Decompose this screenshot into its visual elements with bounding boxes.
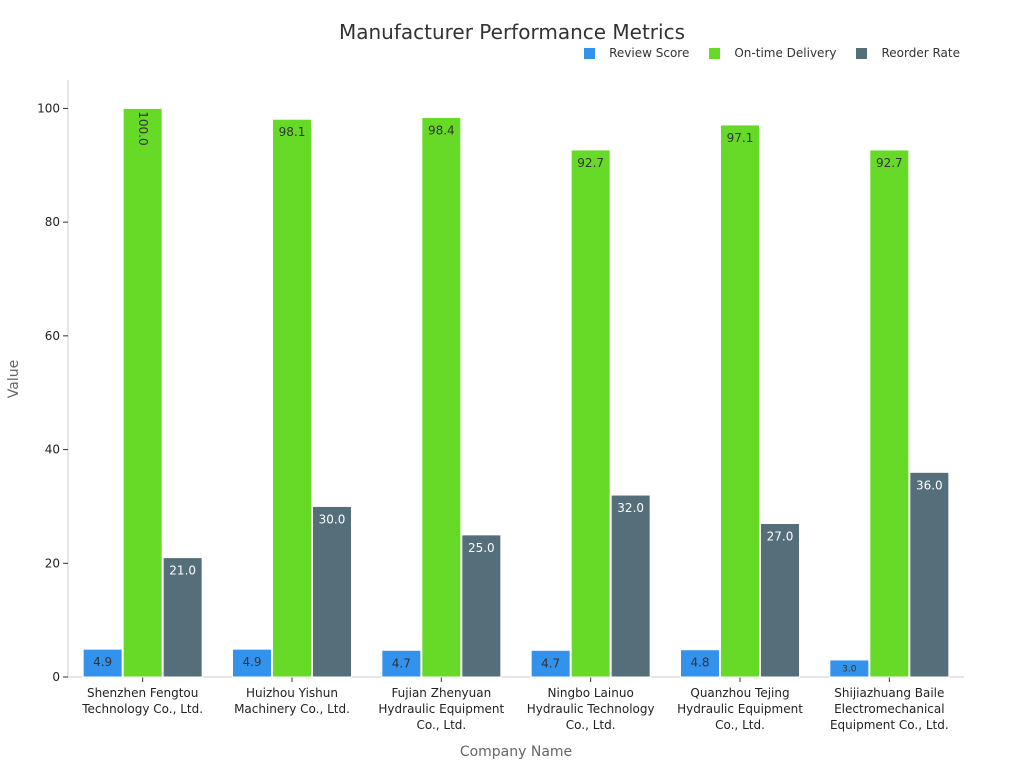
bar-value-label: 3.0 [842, 664, 857, 674]
bar-value-label: 98.4 [428, 124, 455, 138]
bar-on-time-delivery[interactable] [869, 149, 910, 678]
bar-review-score[interactable] [232, 648, 272, 678]
y-tick-label: 40 [45, 443, 60, 457]
bar-value-label: 4.9 [93, 655, 112, 669]
bar-value-label: 4.9 [242, 655, 261, 669]
bar-value-label: 100.0 [136, 111, 150, 145]
y-tick-label: 0 [52, 670, 60, 684]
x-tick-label-line: Hydraulic Equipment [378, 702, 504, 716]
bar-value-label: 27.0 [767, 529, 794, 543]
bar-value-label: 32.0 [617, 501, 644, 515]
x-axis-title: Company Name [460, 744, 572, 760]
legend-item-on-time-delivery[interactable]: On-time Delivery [709, 46, 836, 60]
legend-item-reorder-rate[interactable]: Reorder Rate [856, 46, 960, 60]
x-tick-label-line: Huizhou Yishun [246, 686, 338, 700]
bar-value-label: 25.0 [468, 541, 495, 555]
x-tick-label-line: Hydraulic Equipment [677, 702, 803, 716]
legend-swatch-reorder-rate [856, 47, 868, 59]
legend-label-review-score: Review Score [609, 46, 690, 60]
legend-label-on-time-delivery: On-time Delivery [734, 46, 837, 60]
bar-value-label: 4.8 [690, 656, 709, 670]
bar-value-label: 21.0 [169, 564, 196, 578]
x-tick-label-line: Electromechanical [834, 702, 944, 716]
legend-item-review-score[interactable]: Review Score [584, 46, 689, 60]
x-tick-label: Huizhou Yishun Machinery Co., Ltd. [234, 686, 350, 716]
x-tick-label-line: Equipment Co., Ltd. [830, 718, 949, 732]
bar-value-label: 92.7 [577, 156, 604, 170]
x-tick-label-line: Co., Ltd. [715, 718, 765, 732]
bar-value-label: 4.7 [541, 656, 560, 670]
x-tick-label: Shenzhen Fengtou Technology Co., Ltd. [81, 686, 203, 716]
y-axis-title: Value [6, 360, 22, 398]
x-tick-label-line: Co., Ltd. [416, 718, 466, 732]
bar-review-score[interactable] [82, 648, 123, 678]
x-tick-label: Fujian Zhenyuan Hydraulic Equipment Co., L… [378, 686, 504, 732]
x-tick-label-line: Technology Co., Ltd. [81, 702, 203, 716]
bar-reorder-rate[interactable] [909, 471, 950, 678]
bar-review-score[interactable] [530, 649, 571, 678]
bar-reorder-rate[interactable] [760, 522, 800, 678]
bar-on-time-delivery[interactable] [421, 117, 462, 678]
x-tick-label-line: Hydraulic Technology [527, 702, 655, 716]
x-tick-label-line: Shijiazhuang Baile [834, 686, 944, 700]
bar-on-time-delivery[interactable] [570, 149, 611, 678]
x-tick-label-line: Machinery Co., Ltd. [234, 702, 350, 716]
bar-on-time-delivery[interactable] [272, 118, 312, 678]
x-tick-label: Ningbo Lainuo Hydraulic Technology Co., Lt… [527, 686, 655, 732]
legend: Review Score On-time Delivery Reorder Ra… [564, 46, 960, 60]
y-tick-label: 60 [45, 329, 60, 343]
legend-swatch-on-time-delivery [709, 47, 721, 59]
x-tick-label-line: Co., Ltd. [566, 718, 616, 732]
x-tick-label-line: Quanzhou Tejing [690, 686, 789, 700]
bar-review-score[interactable] [680, 649, 720, 678]
bar-value-label: 97.1 [727, 131, 754, 145]
legend-label-reorder-rate: Reorder Rate [881, 46, 960, 60]
x-tick-label: Quanzhou Tejing Hydraulic Equipment Co., L… [677, 686, 803, 732]
bar-review-score[interactable] [381, 649, 422, 678]
chart-title: Manufacturer Performance Metrics [338, 20, 686, 44]
bar-value-label: 92.7 [876, 156, 903, 170]
bar-reorder-rate[interactable] [312, 505, 352, 678]
x-tick-label: Shijiazhuang Baile Electromechanical Equip… [830, 686, 949, 732]
y-tick-label: 100 [37, 101, 60, 115]
bar-value-label: 30.0 [319, 512, 346, 526]
bar-reorder-rate[interactable] [610, 494, 651, 678]
bar-on-time-delivery[interactable] [720, 124, 760, 678]
legend-swatch-review-score [584, 47, 596, 59]
bar-review-score[interactable] [829, 659, 870, 678]
y-tick-label: 80 [45, 215, 60, 229]
x-tick-label-line: Shenzhen Fengtou [87, 686, 198, 700]
bar-value-label: 36.0 [916, 478, 943, 492]
bar-reorder-rate[interactable] [162, 557, 203, 678]
bar-reorder-rate[interactable] [461, 534, 502, 678]
bar-value-label: 4.7 [392, 656, 411, 670]
bar-on-time-delivery[interactable] [122, 107, 163, 678]
y-tick-label: 20 [45, 556, 60, 570]
x-tick-label-line: Fujian Zhenyuan [391, 686, 491, 700]
bar-value-label: 98.1 [279, 125, 306, 139]
x-tick-label-line: Ningbo Lainuo [548, 686, 634, 700]
